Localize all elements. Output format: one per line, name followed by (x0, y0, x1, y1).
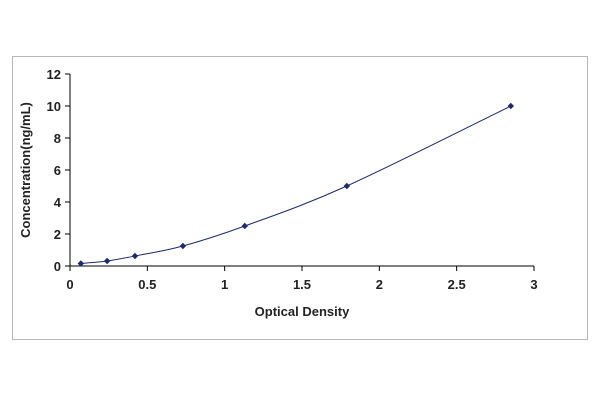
data-point (131, 252, 139, 260)
y-tick-label: 2 (54, 227, 61, 242)
data-point (507, 102, 514, 110)
chart-frame (12, 56, 588, 340)
x-axis-title: Optical Density (255, 304, 350, 319)
data-point (103, 257, 111, 265)
x-tick-label: 3 (530, 277, 537, 292)
y-tick-label: 0 (54, 259, 61, 274)
data-point (179, 242, 187, 250)
y-tick-label: 8 (54, 131, 61, 146)
fit-curve (80, 105, 512, 264)
y-tick-label: 6 (54, 163, 61, 178)
x-tick-label: 1.5 (293, 277, 311, 292)
data-point (241, 222, 248, 230)
x-ticks: 0 0.5 1 1.5 2 2.5 3 (66, 266, 538, 292)
x-tick-label: 2 (376, 277, 383, 292)
data-points (77, 102, 514, 267)
x-tick-label: 0 (66, 277, 73, 292)
y-ticks: 0 2 4 6 8 10 12 (47, 67, 70, 274)
y-axis-title: Concentration(ng/mL) (18, 102, 33, 238)
y-tick-label: 12 (47, 67, 61, 82)
x-tick-label: 2.5 (448, 277, 466, 292)
data-point (77, 260, 85, 267)
y-tick-label: 4 (54, 195, 62, 210)
y-tick-label: 10 (47, 99, 61, 114)
x-tick-label: 1 (221, 277, 228, 292)
x-tick-label: 0.5 (138, 277, 156, 292)
axes (69, 74, 534, 267)
data-point (343, 182, 351, 190)
